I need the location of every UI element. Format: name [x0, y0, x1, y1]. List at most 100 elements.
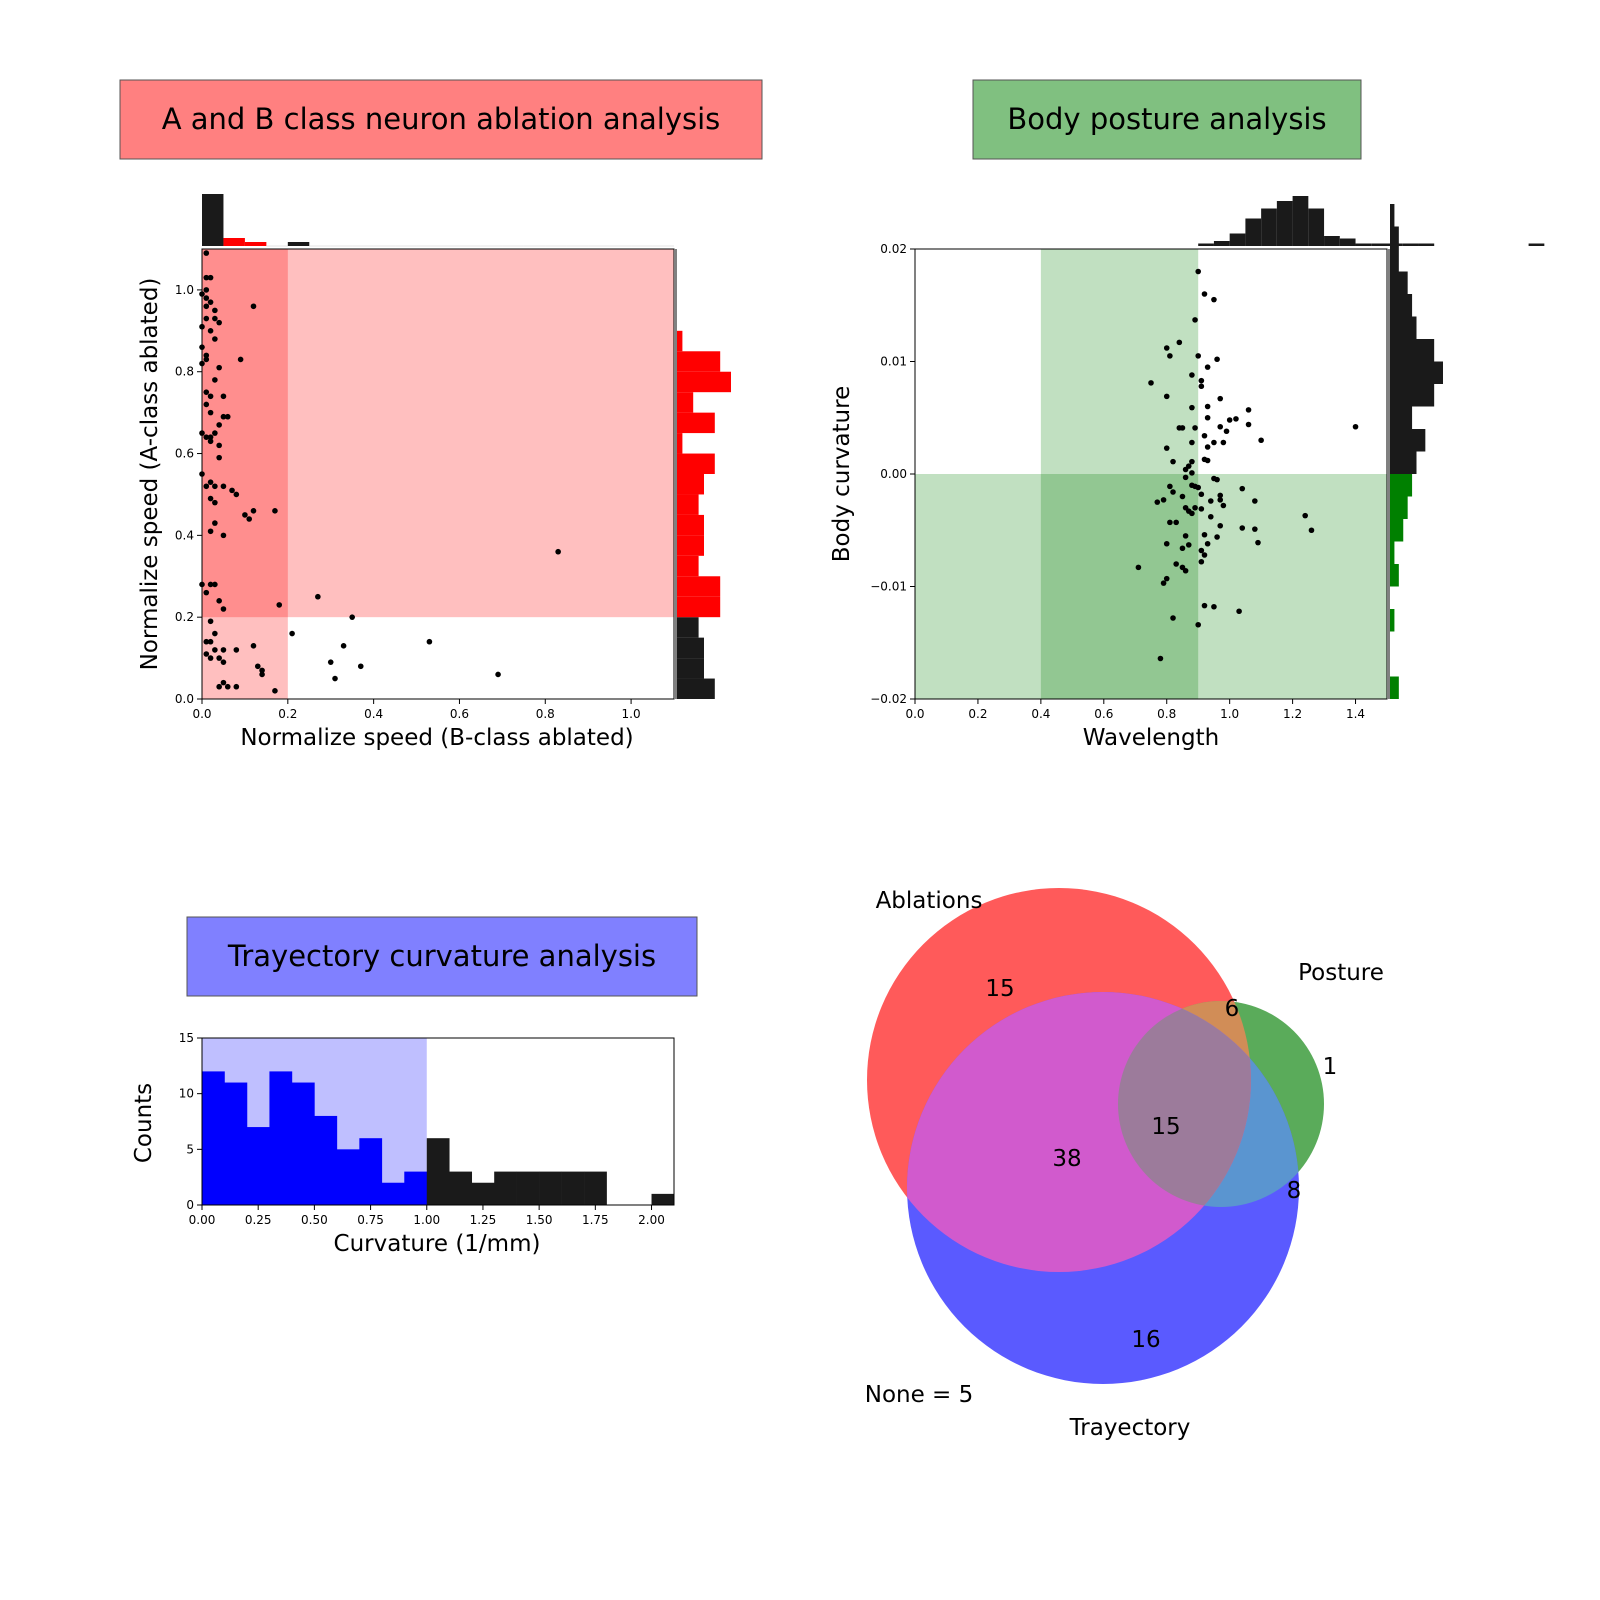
posture-point — [1214, 356, 1220, 363]
ablation-point — [207, 581, 214, 588]
ablation-point — [203, 651, 210, 657]
ablation-y-tick-label: 0.0 — [175, 692, 194, 706]
posture-point — [1167, 483, 1173, 490]
posture-point — [1163, 393, 1170, 400]
posture-point — [1252, 498, 1258, 504]
posture-top-hist-bar — [1229, 233, 1246, 246]
trajectory-hist-bar — [561, 1171, 585, 1205]
ablation-point — [426, 638, 433, 645]
posture-point — [1163, 345, 1170, 351]
ablation-point — [216, 683, 222, 690]
ablation-title-box — [119, 79, 763, 160]
venn-count-posture-only: 1 — [1323, 1054, 1338, 1080]
ablation-right-hist-bar — [677, 474, 704, 495]
trajectory-hist-bar — [224, 1082, 248, 1205]
ablation-point — [207, 328, 214, 334]
ablation-scatter-points — [199, 250, 561, 694]
posture-right-hist-bar — [1390, 609, 1395, 632]
ablation-point — [254, 663, 261, 670]
posture-point — [1245, 407, 1252, 413]
ablation-point — [207, 495, 214, 502]
trajectory-axes-frame — [201, 1037, 675, 1206]
posture-top-hist-bar — [1276, 201, 1293, 246]
posture-right-hist-bar — [1390, 271, 1408, 294]
ablation-right-hist-bar — [677, 596, 721, 618]
ablation-point — [212, 315, 218, 322]
posture-point — [1252, 526, 1258, 532]
ablation-point — [220, 606, 227, 612]
posture-right-hist-bar — [1390, 519, 1404, 542]
ablation-point — [220, 679, 227, 686]
posture-point — [1204, 403, 1211, 410]
ablation-threshold-shading — [202, 249, 674, 699]
ablation-point — [340, 643, 347, 649]
posture-x-tick-label: 0.0 — [905, 707, 924, 721]
posture-point — [1201, 291, 1208, 297]
posture-point — [1195, 484, 1201, 491]
posture-point — [1195, 268, 1201, 275]
posture-point — [1233, 416, 1239, 422]
posture-point — [1148, 380, 1154, 386]
posture-y-tick-label: 0.02 — [880, 242, 907, 256]
ablation-right-histogram — [675, 249, 731, 699]
ablation-x-ticks: 0.0 0.2 0.4 0.6 0.8 1.0 — [192, 699, 641, 721]
ablation-point — [207, 434, 214, 440]
posture-point — [1176, 339, 1183, 346]
ablation-point — [203, 274, 210, 281]
ablation-point — [203, 303, 210, 310]
ablation-point — [216, 442, 222, 449]
ablation-point — [220, 483, 227, 490]
ablation-point — [216, 319, 222, 326]
trajectory-x-tick-label: 0.75 — [357, 1213, 384, 1227]
ablation-point — [207, 438, 214, 445]
posture-point — [1170, 489, 1176, 495]
posture-y-tick-label: −0.01 — [870, 580, 907, 594]
posture-point — [1201, 602, 1208, 609]
posture-y-tick-label: −0.02 — [870, 692, 907, 706]
ablation-point — [203, 483, 210, 490]
trajectory-x-tick-label: 1.00 — [413, 1213, 440, 1227]
trajectory-hist-bar — [539, 1171, 562, 1205]
ablation-y-tick-label: 1.0 — [175, 283, 194, 297]
ablation-y-label: Normalize speed (A-class ablated) — [137, 278, 163, 671]
ablation-point — [250, 643, 257, 649]
ablation-point — [349, 614, 355, 620]
posture-x-label: Wavelength — [1083, 725, 1219, 751]
ablation-right-hist-bar — [677, 494, 699, 515]
ablation-point — [203, 295, 210, 301]
posture-right-histogram — [1388, 204, 1443, 699]
posture-scatter-points — [1135, 268, 1359, 662]
ablation-right-hist-bar — [677, 658, 704, 679]
posture-top-hist-bar — [1355, 243, 1372, 246]
posture-x-ticks: 0.0 0.2 0.4 0.6 0.8 1.0 1.2 1.4 — [905, 699, 1365, 721]
ablation-point — [212, 581, 218, 588]
ablation-point — [207, 299, 214, 305]
posture-point — [1198, 506, 1205, 512]
trajectory-hist-bar — [404, 1171, 428, 1205]
posture-x-tick-label: 0.6 — [1094, 707, 1113, 721]
posture-point — [1204, 364, 1211, 370]
posture-point — [1217, 492, 1224, 499]
ablation-point — [495, 671, 501, 678]
ablation-point — [220, 659, 227, 665]
posture-top-histogram — [1198, 196, 1545, 246]
ablation-point — [332, 675, 338, 682]
venn-region-all-three — [1118, 1001, 1251, 1207]
ablation-point — [220, 393, 227, 400]
ablation-point — [207, 655, 214, 661]
ablation-point — [212, 499, 218, 506]
trajectory-hist-bar — [314, 1115, 338, 1205]
ablation-point — [220, 647, 227, 653]
posture-point — [1173, 561, 1179, 567]
posture-right-hist-bar — [1390, 451, 1417, 474]
ablation-top-hist-bar — [202, 194, 224, 246]
venn-count-ablations-trajectory: 38 — [1052, 1146, 1081, 1172]
trajectory-title: Trayectory curvature analysis — [227, 939, 656, 973]
ablation-point — [207, 618, 214, 625]
ablation-right-hist-bar — [677, 617, 699, 638]
posture-point — [1211, 439, 1217, 446]
trajectory-hist-bar — [359, 1138, 383, 1205]
posture-point — [1163, 575, 1170, 582]
posture-y-tick-label: 0.00 — [880, 467, 907, 481]
ablation-point — [233, 491, 240, 498]
